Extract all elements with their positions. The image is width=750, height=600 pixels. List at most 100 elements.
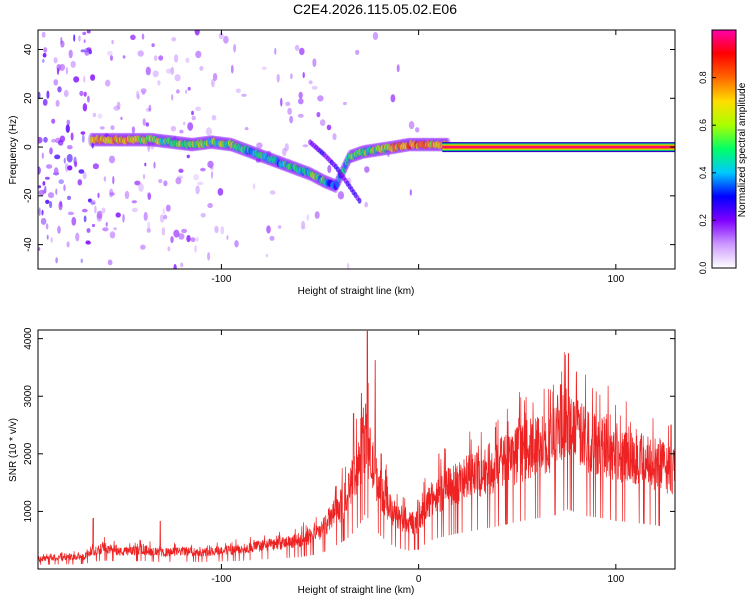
spectrogram-noise-blob: [197, 181, 204, 186]
spectrogram-noise-blob: [337, 191, 345, 200]
spectrogram-noise-blob: [163, 214, 168, 220]
spectrogram-noise-blob: [327, 165, 332, 173]
spectrogram-noise-blob: [86, 30, 91, 34]
spectrogram-noise-blob: [77, 179, 83, 186]
spectrogram-noise-blob: [75, 232, 80, 242]
spectrogram-noise-blob: [145, 66, 151, 76]
spectrogram-noise-blob: [115, 212, 121, 218]
spectrogram-noise-blob: [302, 72, 305, 79]
spectrogram-noise-blob: [226, 235, 229, 240]
spectrogram-noise-blob: [140, 88, 147, 94]
spectrogram-noise-blob: [175, 177, 182, 185]
y-tick-label: 0: [23, 144, 34, 150]
spectrogram-noise-blob: [317, 95, 324, 102]
spectrogram-noise-blob: [298, 98, 304, 105]
spectrogram-noise-blob: [300, 226, 306, 230]
spectrogram-noise-blob: [195, 50, 202, 59]
spectrogram-noise-blob: [56, 67, 60, 75]
spectrogram-noise-blob: [59, 135, 66, 143]
spectrogram-noise-blob: [170, 125, 177, 132]
spectrogram-noise-blob: [207, 160, 214, 168]
y-tick-label: 3000: [23, 385, 34, 408]
y-tick-label: 2000: [23, 442, 34, 465]
spectrogram-noise-blob: [191, 110, 194, 116]
spectrogram-noise-blob: [134, 180, 141, 186]
spectrogram-noise-blob: [170, 236, 174, 244]
spectrogram-noise-blob: [46, 90, 50, 99]
spectrogram-noise-blob: [49, 147, 53, 155]
spectrogram-panel: -100 100 -40 -20 0 20 40 Height of straight l…: [8, 29, 676, 297]
spectrogram-noise-blob: [82, 103, 88, 112]
spectrogram-noise-blob: [299, 47, 305, 56]
spectrogram-noise-blob: [83, 91, 87, 97]
spectrogram-noise-blob: [57, 225, 61, 234]
spectrogram-noise-blob: [408, 121, 415, 130]
spectrogram-noise-blob: [53, 57, 58, 64]
spectrogram-noise-blob: [107, 50, 113, 56]
spectrogram-signal: [88, 132, 675, 204]
spectrogram-noise-blob: [409, 189, 412, 196]
spectrogram-noise-blob: [171, 37, 177, 42]
spectrogram-noise-blob: [276, 73, 280, 83]
spectrogram-noise-blob: [105, 79, 111, 87]
spectrogram-noise-blob: [42, 98, 48, 106]
spectrogram-noise-blob: [110, 125, 115, 131]
spectrogram-noise-blob: [51, 138, 57, 143]
colorbar-label: Normalized spectral amplitude: [737, 82, 748, 217]
spectrogram-noise-blob: [199, 66, 204, 71]
spectrogram-noise-blob: [153, 161, 156, 169]
y-tick-label: 4000: [23, 327, 34, 350]
spectrogram-noise-blob: [82, 31, 87, 36]
spectrogram-noise-blob: [294, 44, 300, 52]
spectrogram-noise-blob: [38, 136, 43, 144]
spectrogram-frame: [37, 29, 676, 270]
spectrogram-noise-blob: [73, 34, 76, 42]
spectrogram-noise-blob: [233, 43, 237, 53]
spectrogram-noise-blob: [83, 39, 86, 43]
spectrogram-noise-blob: [122, 213, 125, 223]
spectrogram-noise-blob: [38, 189, 45, 196]
colorbar-tick-label: 0.4: [698, 167, 708, 180]
spectrogram-noise-blob: [146, 227, 151, 233]
spectrogram-noise-blob: [108, 155, 116, 164]
spectrogram-noise-blob: [311, 85, 318, 90]
spectrogram-noise-blob: [332, 133, 337, 141]
y-tick-label: 40: [23, 44, 34, 56]
x-tick-label: -100: [211, 274, 231, 285]
spectrogram-noise-blob: [60, 40, 65, 48]
spectrogram-noise-blob: [196, 236, 199, 243]
spectrogram-noise-blob: [158, 55, 164, 61]
spectrogram-noise-blob: [170, 66, 175, 75]
spectrogram-noise-blob: [173, 263, 177, 269]
spectrogram-noise-blob: [306, 214, 310, 221]
spectrogram-noise-blob: [87, 95, 90, 103]
spectrogram-noise-blob: [116, 101, 121, 110]
spectrogram-noise-blob: [141, 33, 145, 40]
spectrogram-noise-blob: [137, 50, 144, 57]
spectrogram-noise-blob: [178, 233, 185, 240]
spectrogram-noise-blob: [287, 107, 292, 115]
spectrogram-noise-blob: [140, 244, 146, 250]
spectrogram-noise-blob: [396, 64, 400, 73]
spectrogram-noise-blob: [45, 176, 50, 180]
y-tick-label: 20: [23, 92, 34, 104]
spectrogram-noise-blob: [230, 64, 234, 74]
spectrogram-noise-blob: [308, 80, 313, 85]
spectrogram-noise-blob: [60, 36, 63, 44]
spectrogram-noise-blob: [173, 229, 180, 238]
spectrogram-noise-blob: [70, 132, 74, 141]
spectrogram-noise-blob: [152, 70, 159, 78]
spectrogram-noise-blob: [190, 237, 196, 243]
spectrogram-noise-cloud: [38, 30, 420, 269]
snr-y-axis-label: SNR (10 * v/v): [8, 418, 19, 482]
spectrogram-noise-blob: [63, 184, 66, 192]
spectrogram-noise-blob: [218, 32, 224, 40]
spectrogram-y-axis-label: Frequency (Hz): [8, 116, 19, 185]
spectrogram-noise-blob: [179, 129, 184, 134]
spectrogram-noise-blob: [40, 217, 47, 225]
spectrogram-noise-blob: [187, 86, 191, 91]
spectrogram-noise-blob: [109, 231, 116, 239]
x-tick-label: 0: [416, 574, 422, 585]
colorbar-gradient: [711, 29, 737, 269]
